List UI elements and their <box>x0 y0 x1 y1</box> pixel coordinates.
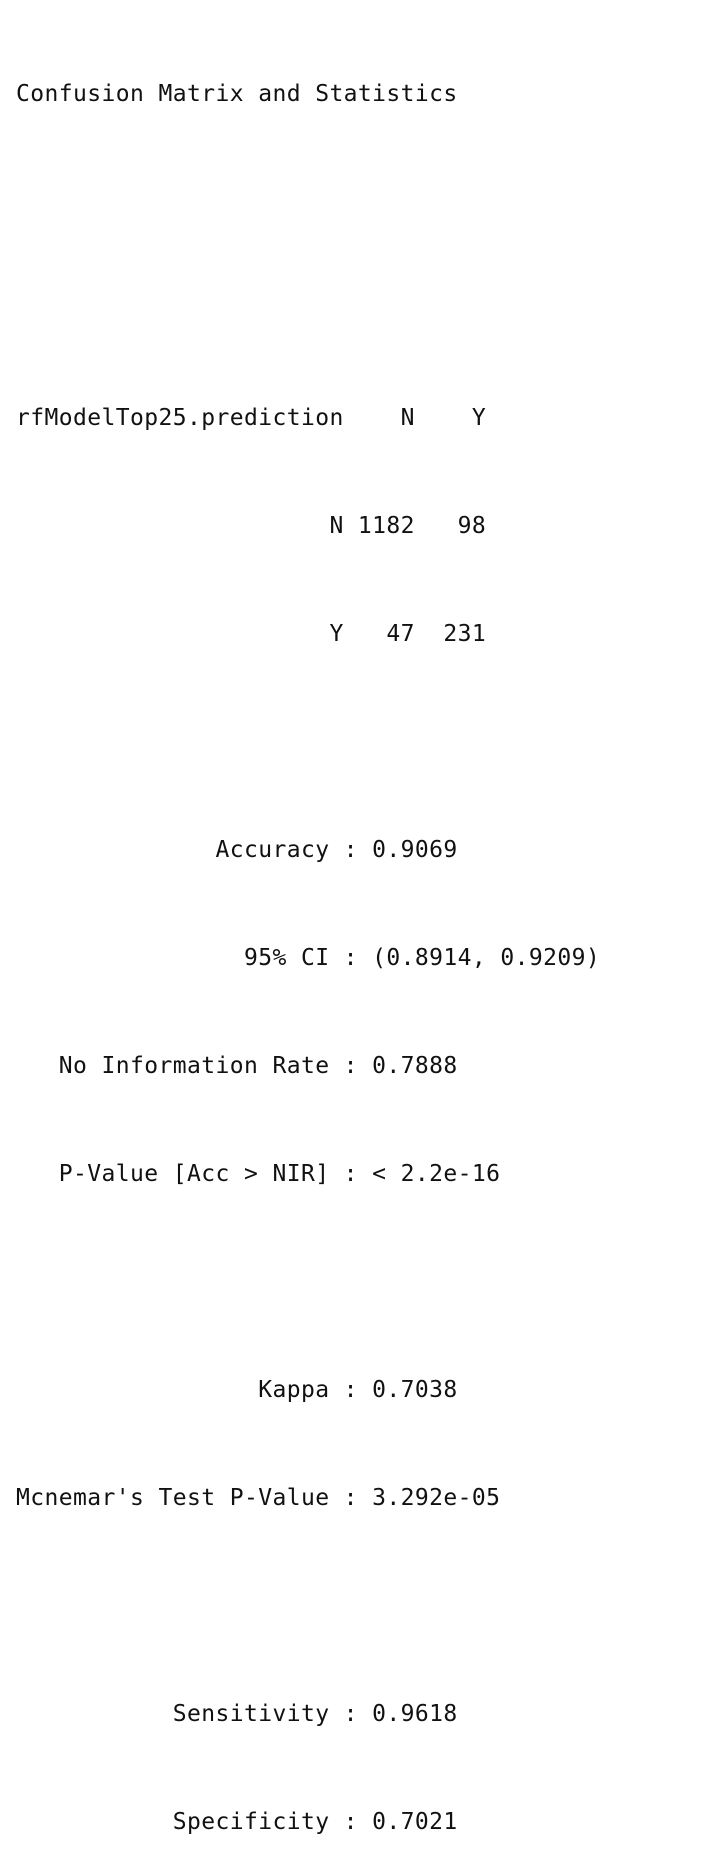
stat-accuracy: Accuracy : 0.9069 <box>16 837 458 863</box>
stat-p-value-acc-nir: P-Value [Acc > NIR] : < 2.2e-16 <box>16 1161 501 1187</box>
matrix-header-row: rfModelTop25.prediction N Y <box>16 405 487 431</box>
matrix-row-n: N 1182 98 <box>16 513 487 539</box>
output-title: Confusion Matrix and Statistics <box>16 81 458 107</box>
blank-line <box>16 292 600 328</box>
stat-95-ci: 95% CI : (0.8914, 0.9209) <box>16 945 601 971</box>
stat-specificity: Specificity : 0.7021 <box>16 1809 458 1835</box>
stat-no-information-rate: No Information Rate : 0.7888 <box>16 1053 458 1079</box>
stat-sensitivity: Sensitivity : 0.9618 <box>16 1701 458 1727</box>
console-output: Confusion Matrix and Statistics rfModelT… <box>16 4 600 1860</box>
blank-line <box>16 184 600 220</box>
blank-line <box>16 1264 600 1300</box>
stat-kappa: Kappa : 0.7038 <box>16 1377 458 1403</box>
matrix-row-y: Y 47 231 <box>16 621 487 647</box>
stat-mcnemar-p-value: Mcnemar's Test P-Value : 3.292e-05 <box>16 1485 501 1511</box>
blank-line <box>16 724 600 760</box>
blank-line <box>16 1588 600 1624</box>
